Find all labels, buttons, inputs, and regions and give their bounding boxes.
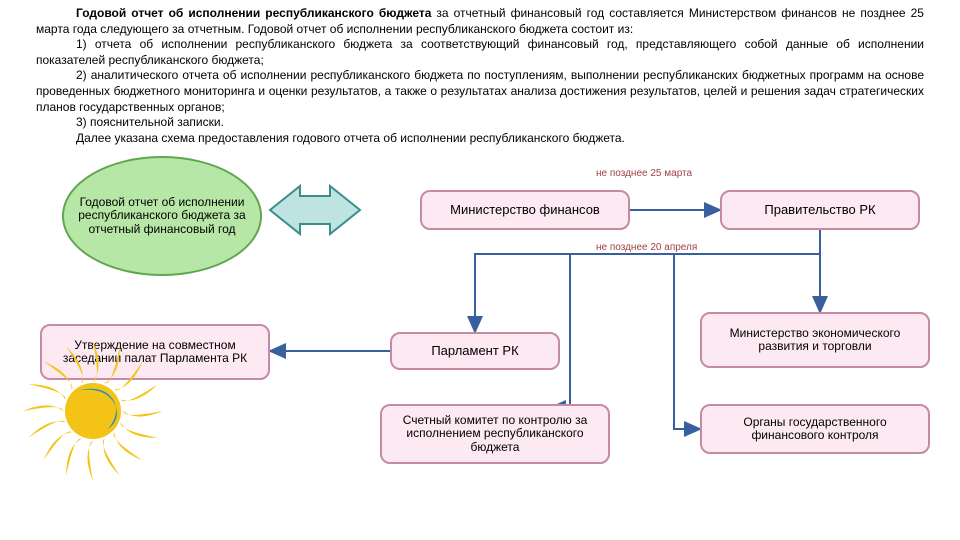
sun-logo-icon [18,336,168,486]
node-ministry-finance: Министерство финансов [420,190,630,230]
intro-text: Годовой отчет об исполнении республиканс… [0,0,960,146]
page: Годовой отчет об исполнении республиканс… [0,0,960,540]
flow-diagram: не позднее 25 марта не позднее 20 апреля… [0,146,960,476]
node-government-rk: Правительство РК [720,190,920,230]
para-1: Годовой отчет об исполнении республиканс… [36,6,924,37]
caption-20-april: не позднее 20 апреля [596,242,697,253]
para-2: 1) отчета об исполнении республиканского… [36,37,924,68]
para-3: 2) аналитического отчета об исполнении р… [36,68,924,115]
para-4: 3) пояснительной записки. [36,115,924,131]
caption-25-march: не позднее 25 марта [596,168,692,179]
node-ministry-economy: Министерство экономического развития и т… [700,312,930,368]
para-1-bold: Годовой отчет об исполнении республиканс… [76,6,431,20]
node-financial-control: Органы государственного финансового конт… [700,404,930,454]
node-annual-report-oval: Годовой отчет об исполнении республиканс… [62,156,262,276]
double-arrow-icon [270,186,360,234]
node-audit-committee: Счетный комитет по контролю за исполнени… [380,404,610,464]
node-parliament-rk: Парламент РК [390,332,560,370]
para-5: Далее указана схема предоставления годов… [36,131,924,147]
